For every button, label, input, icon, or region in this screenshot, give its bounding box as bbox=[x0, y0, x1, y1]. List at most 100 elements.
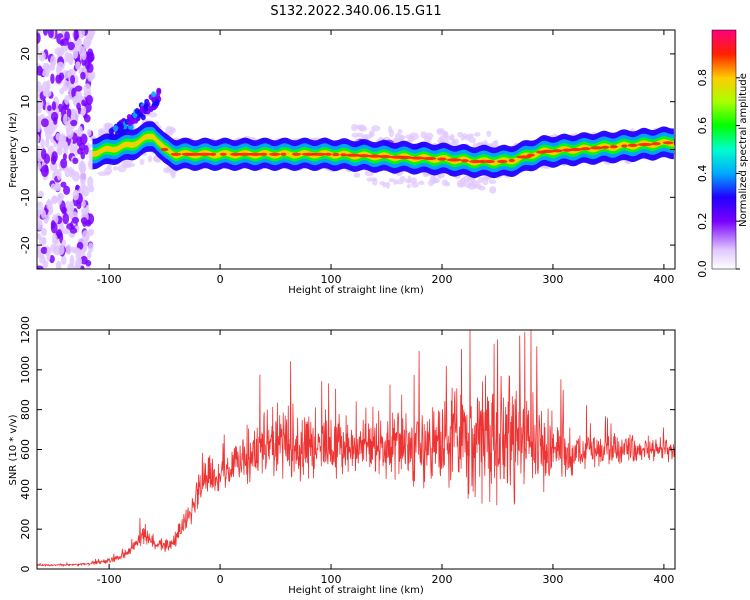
spectrogram-peak-mark bbox=[552, 149, 563, 153]
spectrogram-noise-blob bbox=[40, 138, 45, 149]
spectrogram-noise-blob bbox=[37, 190, 44, 199]
spectrogram-cloud-blob bbox=[460, 134, 465, 141]
spectrogram-noise-blob bbox=[78, 30, 85, 39]
spectrogram-peak-mark bbox=[237, 152, 253, 156]
spectrogram-noise-blob bbox=[56, 61, 65, 72]
snr-panel: -100 0 100 200 300 400 020040060080010001200 … bbox=[8, 316, 676, 596]
spectrogram-branch-blob bbox=[126, 114, 132, 120]
spectrogram-noise-blob bbox=[87, 242, 94, 253]
spectrogram-peak-mark bbox=[332, 152, 340, 157]
spectrogram-noise-blob bbox=[37, 161, 42, 171]
spectrogram-cloud-blob bbox=[358, 125, 368, 132]
spectrogram-cloud-blob bbox=[474, 132, 481, 137]
spectrogram-noise-blob bbox=[71, 216, 80, 224]
spectrogram-y-tick-label: -10 bbox=[19, 188, 32, 206]
spectrogram-cloud-blob bbox=[149, 112, 158, 118]
spectrogram-x-tick-label: 300 bbox=[542, 273, 563, 286]
spectrogram-noise-blob bbox=[74, 258, 82, 269]
spectrogram-noise-blob bbox=[72, 189, 79, 201]
spectrogram-noise-blob bbox=[77, 125, 83, 137]
spectrogram-cloud-blob bbox=[139, 158, 145, 165]
spectrogram-noise-blob bbox=[51, 233, 58, 245]
spectrogram-noise-blob bbox=[37, 65, 43, 76]
spectrogram-peak-mark bbox=[325, 152, 332, 156]
spectrogram-noise-blob bbox=[40, 246, 48, 255]
spectrogram-cloud-blob bbox=[486, 130, 492, 137]
snr-y-tick-label: 200 bbox=[19, 519, 32, 540]
spectrogram-noise-blob bbox=[55, 260, 62, 269]
spectrogram-noise-blob bbox=[69, 200, 74, 211]
spectrogram-peak-mark bbox=[357, 154, 370, 158]
snr-x-tick-label: -100 bbox=[97, 573, 122, 586]
spectrogram-cloud-blob bbox=[362, 134, 372, 140]
spectrogram-cloud-blob bbox=[420, 131, 427, 139]
spectrogram-noise-blob bbox=[50, 183, 56, 190]
spectrogram-peak-mark bbox=[651, 142, 661, 146]
spectrogram-cloud-blob bbox=[418, 180, 425, 185]
spectrogram-cloud-blob bbox=[351, 123, 358, 132]
spectrogram-branch-blob bbox=[156, 87, 162, 94]
spectrogram-noise-blob bbox=[64, 167, 71, 178]
colorbar-tick-label: 0.2 bbox=[696, 212, 709, 230]
spectrogram-cloud-blob bbox=[126, 162, 136, 168]
spectrogram-peak-mark bbox=[446, 158, 462, 162]
spectrogram-noise-blob bbox=[68, 166, 73, 178]
snr-x-tick-label: 400 bbox=[653, 573, 674, 586]
spectrogram-peak-mark bbox=[268, 152, 281, 156]
spectrogram-noise-blob bbox=[53, 116, 58, 125]
spectrogram-peak-mark bbox=[637, 142, 653, 147]
spectrogram-noise-blob bbox=[71, 87, 77, 99]
spectrogram-branch-blob bbox=[143, 105, 149, 112]
spectrogram-peak-mark bbox=[219, 152, 227, 156]
spectrogram-y-ticks: -20 -10 0 10 20 bbox=[19, 47, 675, 254]
spectrogram-noise-blob bbox=[37, 265, 44, 269]
snr-y-tick-label: 1000 bbox=[19, 356, 32, 384]
spectrogram-peak-mark bbox=[311, 152, 328, 156]
spectrogram-peak-mark bbox=[621, 144, 628, 148]
spectrogram-noise-blob bbox=[85, 34, 94, 41]
spectrogram-noise-blob bbox=[50, 221, 58, 234]
spectrogram-cloud-blob bbox=[408, 136, 415, 143]
snr-y-tick-label: 0 bbox=[19, 566, 32, 573]
spectrogram-noise-blob bbox=[65, 244, 72, 255]
spectrogram-noise-blob bbox=[60, 181, 67, 188]
spectrogram-noise-blob bbox=[80, 217, 88, 225]
spectrogram-cloud-blob bbox=[488, 179, 497, 185]
spectrogram-noise-blob bbox=[50, 155, 57, 165]
spectrogram-cloud-blob bbox=[379, 181, 386, 186]
spectrogram-cloud-blob bbox=[444, 181, 451, 187]
spectrogram-noise-blob bbox=[37, 221, 41, 229]
spectrogram-y-tick-label: 0 bbox=[19, 146, 32, 153]
spectrogram-peak-mark bbox=[248, 152, 263, 156]
spectrogram-noise-blob bbox=[76, 136, 83, 147]
spectrogram-noise-blob bbox=[72, 157, 79, 165]
spectrogram-noise-blob bbox=[81, 207, 89, 215]
colorbar-tick-label: 0.0 bbox=[696, 260, 709, 278]
spectrogram-peak-mark bbox=[541, 149, 555, 153]
spectrogram-noise-blob bbox=[85, 265, 91, 269]
spectrogram-cloud-blob bbox=[351, 132, 359, 138]
spectrogram-noise-blob bbox=[37, 32, 41, 44]
spectrogram-x-ticks: -100 0 100 200 300 400 bbox=[97, 30, 674, 286]
spectrogram-cloud-blob bbox=[369, 130, 375, 138]
spectrogram-peak-mark bbox=[340, 153, 347, 157]
spectrogram-peak-mark bbox=[508, 158, 515, 163]
spectrogram-noise-blob bbox=[70, 119, 78, 127]
spectrogram-noise-blob bbox=[41, 69, 50, 77]
spectrogram-cloud-blob bbox=[406, 183, 411, 189]
spectrogram-cloud-blob bbox=[112, 166, 119, 171]
spectrogram-ridge-band bbox=[92, 130, 674, 169]
snr-x-tick-label: 200 bbox=[431, 573, 452, 586]
spectrogram-noise-blob bbox=[87, 176, 94, 188]
spectrogram-noise-blob bbox=[80, 151, 86, 160]
spectrogram-noise-blob bbox=[47, 30, 54, 39]
spectrogram-noise-blob bbox=[69, 227, 78, 234]
spectrogram-peak-mark bbox=[196, 152, 213, 156]
spectrogram-noise-blob bbox=[87, 48, 94, 58]
snr-y-tick-label: 800 bbox=[19, 399, 32, 420]
spectrogram-noise-blob bbox=[74, 75, 79, 85]
spectrogram-branch-blob bbox=[130, 118, 135, 125]
spectrogram-y-label: Frequency (Hz) bbox=[8, 112, 19, 188]
